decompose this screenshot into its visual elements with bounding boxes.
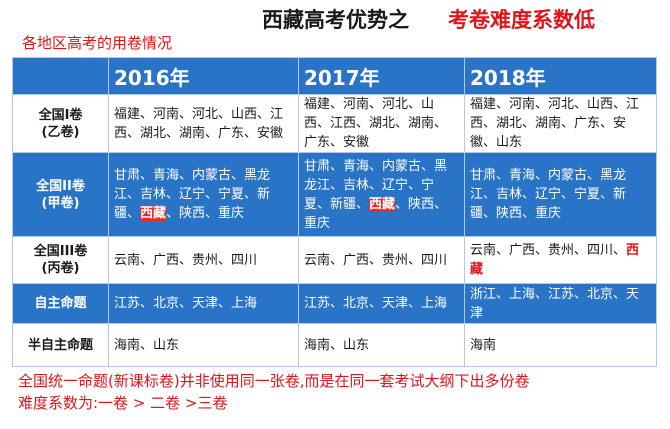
cell-national-3-2016: 云南、广西、贵州、四川 [108, 236, 299, 284]
cell-national-2-2017: 甘肃、青海、内蒙古、黑龙江、吉林、辽宁、宁夏、新疆、西藏、陕西、重庆 [298, 152, 465, 237]
table-corner-cell [12, 57, 109, 95]
column-header-2016: 2016年 [108, 57, 299, 95]
row-label-name: 全国I卷 [38, 107, 83, 123]
cell-national-3-2018: 云南、广西、贵州、四川、西藏 [464, 236, 657, 284]
table-row-national-2: 全国II卷 (甲卷) 甘肃、青海、内蒙古、黑龙江、吉林、辽宁、宁夏、新疆、西藏、… [12, 152, 657, 237]
cell-national-3-2017: 云南、广西、贵州、四川 [298, 236, 465, 284]
row-label-name: 全国III卷 [33, 244, 88, 259]
cell-semi-independent-2017: 海南、山东 [298, 323, 465, 367]
cell-semi-independent-2016: 海南、山东 [108, 323, 299, 367]
table-row-semi-independent: 半自主命题 海南、山东 海南、山东 海南 [12, 323, 657, 367]
footnote-line-2: 难度系数为:一卷 > 二卷 >三卷 [18, 394, 228, 412]
cell-independent-2018: 浙江、上海、江苏、北京、天津 [464, 283, 657, 324]
column-header-2018: 2018年 [464, 57, 657, 95]
row-label-independent: 自主命题 [12, 283, 109, 324]
row-label-alias: (甲卷) [41, 195, 80, 211]
row-label-alias: (丙卷) [41, 261, 80, 276]
row-label-national-3: 全国III卷 (丙卷) [12, 236, 109, 284]
page-title-accent: 考卷难度系数低 [448, 8, 595, 32]
row-label-national-1: 全国I卷 (乙卷) [12, 94, 109, 153]
row-label-national-2: 全国II卷 (甲卷) [12, 152, 109, 237]
province-list: 、陕西、重庆 [304, 196, 448, 231]
footnote: 全国统一命题(新课标卷)并非使用同一张卷,而是在同一套考试大纲下出多份卷 难度系… [18, 370, 529, 414]
row-label-name: 全国II卷 [36, 178, 85, 194]
tibet-highlight: 西藏 [140, 206, 167, 221]
page-title: 西藏高考优势之 [262, 8, 409, 32]
tibet-highlight: 西藏 [369, 196, 396, 212]
cell-national-1-2016: 福建、河南、河北、山西、江西、湖北、湖南、广东、安徽 [108, 94, 299, 153]
cell-national-2-2018: 甘肃、青海、内蒙古、黑龙江、吉林、辽宁、宁夏、新疆、陕西、重庆 [464, 152, 657, 237]
table-header-row: 2016年 2017年 2018年 [12, 57, 657, 95]
cell-national-1-2017: 福建、河南、河北、山西、江西、湖北、湖南、广东、安徽 [298, 94, 465, 153]
cell-independent-2016: 江苏、北京、天津、上海 [108, 283, 299, 324]
province-list: 甘肃、青海、内蒙古、黑龙江、吉林、辽宁、宁夏、新疆、 [304, 158, 448, 212]
cell-semi-independent-2018: 海南 [464, 323, 657, 367]
exam-paper-table: 2016年 2017年 2018年 全国I卷 (乙卷) 福建、河南、河北、山西、… [12, 57, 657, 367]
row-label-semi-independent: 半自主命题 [12, 323, 109, 367]
cell-independent-2017: 江苏、北京、天津、上海 [298, 283, 465, 324]
table-caption: 各地区高考的用卷情况 [22, 34, 173, 52]
column-header-2017: 2017年 [298, 57, 465, 95]
footnote-line-1: 全国统一命题(新课标卷)并非使用同一张卷,而是在同一套考试大纲下出多份卷 [18, 372, 530, 390]
cell-national-2-2016: 甘肃、青海、内蒙古、黑龙江、吉林、辽宁、宁夏、新疆、西藏、陕西、重庆 [108, 152, 299, 237]
cell-national-1-2018: 福建、河南、河北、山西、江西、湖北、湖南、广东、安徽、山东 [464, 94, 657, 153]
table-row-independent: 自主命题 江苏、北京、天津、上海 江苏、北京、天津、上海 浙江、上海、江苏、北京… [12, 283, 657, 324]
province-list: 、陕西、重庆 [166, 206, 245, 221]
province-list: 云南、广西、贵州、四川、 [470, 243, 627, 258]
table-row-national-3: 全国III卷 (丙卷) 云南、广西、贵州、四川 云南、广西、贵州、四川 云南、广… [12, 236, 657, 284]
row-label-alias: (乙卷) [41, 124, 80, 140]
table-row-national-1: 全国I卷 (乙卷) 福建、河南、河北、山西、江西、湖北、湖南、广东、安徽 福建、… [12, 94, 657, 153]
tibet-highlight: 西藏 [470, 243, 640, 277]
province-list: 甘肃、青海、内蒙古、黑龙江、吉林、辽宁、宁夏、新疆、 [114, 168, 271, 221]
